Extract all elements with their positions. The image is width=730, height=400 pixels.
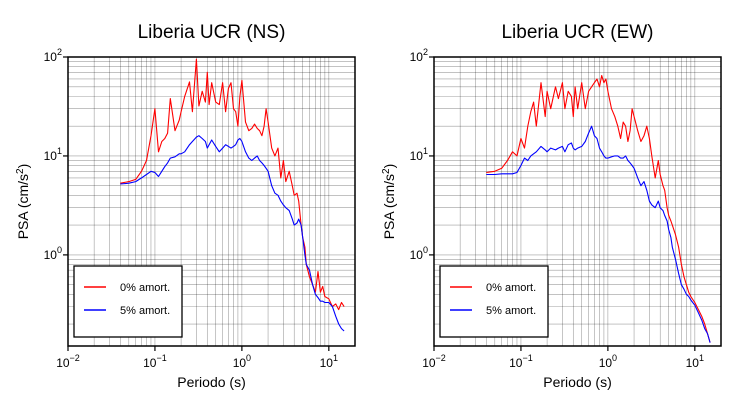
legend-label-2: 5% amort. — [120, 305, 170, 317]
x-tick-label: 10−1 — [143, 353, 167, 370]
legend-box — [73, 265, 183, 338]
x-tick-label: 100 — [233, 353, 251, 370]
chart-panel-1: 10−2 10−1 100 101 100 101 102 Liberia UCR (NS) P… — [15, 22, 356, 390]
chart-title: Liberia UCR (EW) — [501, 22, 653, 43]
x-tick-label: 101 — [686, 353, 704, 370]
y-tick-label: 101 — [44, 146, 62, 163]
x-tick-label: 10−2 — [56, 353, 80, 370]
x-axis-label: Periodo (s) — [177, 374, 245, 390]
x-tick-label: 101 — [320, 353, 338, 370]
series-line-2 — [486, 125, 711, 343]
y-tick-label: 100 — [410, 245, 428, 262]
y-tick-label: 102 — [44, 47, 62, 64]
plot-frame — [433, 56, 722, 347]
legend: 0% amort. 5% amort. — [439, 265, 549, 338]
chart-panel-2: 10−2 10−1 100 101 100 101 102 Liberia UCR (EW) P… — [381, 22, 722, 390]
y-axis-label: PSA (cm/s2) — [381, 164, 397, 240]
legend-box — [439, 265, 549, 338]
x-tick-label: 10−2 — [422, 353, 446, 370]
legend-label-1: 0% amort. — [486, 282, 536, 294]
y-axis-label: PSA (cm/s2) — [15, 164, 31, 240]
chart-title: Liberia UCR (NS) — [138, 22, 286, 43]
series-line-1 — [486, 74, 711, 343]
x-tick-label: 10−1 — [509, 353, 533, 370]
legend-label-2: 5% amort. — [486, 305, 536, 317]
x-axis-label: Periodo (s) — [543, 374, 611, 390]
y-tick-label: 100 — [44, 245, 62, 262]
series-line-1 — [120, 58, 345, 311]
y-tick-label: 101 — [410, 146, 428, 163]
legend-label-1: 0% amort. — [120, 282, 170, 294]
plot-frame — [67, 56, 356, 347]
x-tick-label: 100 — [599, 353, 617, 370]
legend: 0% amort. 5% amort. — [73, 265, 183, 338]
series-line-2 — [120, 135, 345, 332]
y-tick-label: 102 — [410, 47, 428, 64]
grid — [67, 56, 356, 346]
